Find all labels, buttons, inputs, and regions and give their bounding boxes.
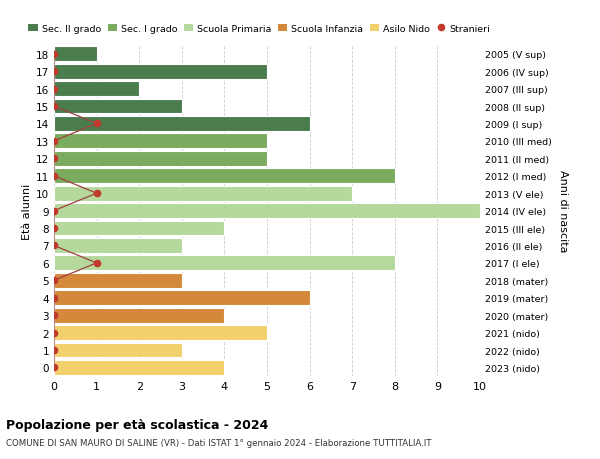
Y-axis label: Anni di nascita: Anni di nascita bbox=[559, 170, 568, 252]
Text: Popolazione per età scolastica - 2024: Popolazione per età scolastica - 2024 bbox=[6, 418, 268, 431]
Bar bbox=[54, 343, 182, 358]
Bar bbox=[54, 360, 224, 375]
Bar bbox=[54, 186, 352, 201]
Bar bbox=[54, 325, 267, 340]
Bar bbox=[54, 308, 224, 323]
Bar bbox=[54, 256, 395, 271]
Bar bbox=[54, 134, 267, 149]
Bar bbox=[54, 221, 224, 236]
Y-axis label: Età alunni: Età alunni bbox=[22, 183, 32, 239]
Bar bbox=[54, 239, 182, 253]
Bar bbox=[54, 65, 267, 79]
Bar bbox=[54, 151, 267, 166]
Bar bbox=[54, 204, 480, 218]
Bar bbox=[54, 82, 139, 97]
Bar bbox=[54, 169, 395, 184]
Bar bbox=[54, 117, 310, 132]
Bar bbox=[54, 47, 97, 62]
Bar bbox=[54, 273, 182, 288]
Bar bbox=[54, 100, 182, 114]
Text: COMUNE DI SAN MAURO DI SALINE (VR) - Dati ISTAT 1° gennaio 2024 - Elaborazione T: COMUNE DI SAN MAURO DI SALINE (VR) - Dat… bbox=[6, 438, 431, 448]
Bar bbox=[54, 291, 310, 306]
Legend: Sec. II grado, Sec. I grado, Scuola Primaria, Scuola Infanzia, Asilo Nido, Stran: Sec. II grado, Sec. I grado, Scuola Prim… bbox=[25, 21, 494, 37]
